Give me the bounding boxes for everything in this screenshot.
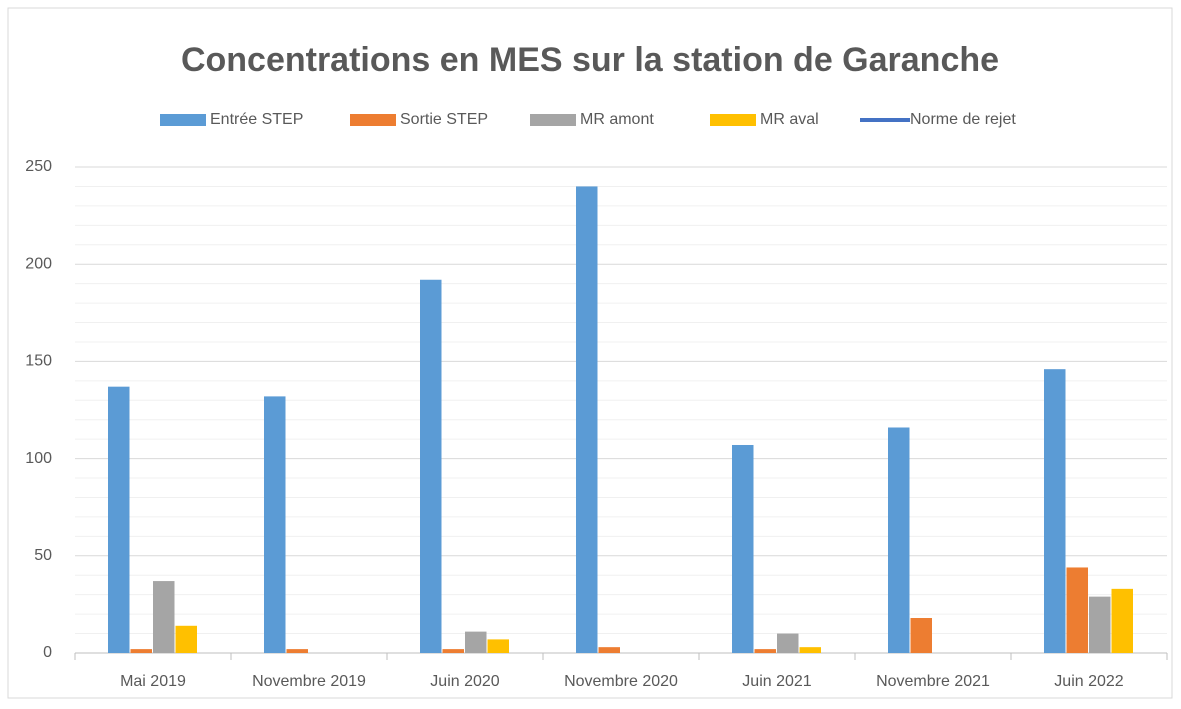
y-tick-label: 0 xyxy=(43,644,52,661)
bar xyxy=(888,427,910,653)
bar xyxy=(442,649,464,653)
chart-title: Concentrations en MES sur la station de … xyxy=(181,41,999,79)
bar xyxy=(264,396,286,653)
bar xyxy=(286,649,308,653)
x-tick-label: Novembre 2021 xyxy=(876,673,990,690)
x-tick-label: Novembre 2020 xyxy=(564,673,678,690)
bar xyxy=(465,631,487,653)
bar xyxy=(754,649,776,653)
legend-swatch xyxy=(160,114,206,126)
legend-label: Norme de rejet xyxy=(910,111,1016,128)
y-tick-label: 250 xyxy=(25,158,52,175)
bar xyxy=(1111,588,1133,653)
x-tick-label: Novembre 2019 xyxy=(252,673,366,690)
legend-label: Sortie STEP xyxy=(400,111,488,128)
bar xyxy=(777,633,799,653)
bar xyxy=(130,649,152,653)
legend-swatch xyxy=(710,114,756,126)
bar xyxy=(1044,369,1066,653)
bar xyxy=(576,186,598,653)
bar xyxy=(732,444,754,653)
y-tick-label: 200 xyxy=(25,255,52,272)
legend-label: Entrée STEP xyxy=(210,111,303,128)
bar xyxy=(175,625,197,653)
x-tick-label: Mai 2019 xyxy=(120,673,186,690)
bar xyxy=(108,386,130,653)
bar xyxy=(598,647,620,653)
y-tick-label: 100 xyxy=(25,450,52,467)
legend-swatch xyxy=(350,114,396,126)
x-tick-label: Juin 2021 xyxy=(742,673,811,690)
y-tick-label: 50 xyxy=(34,547,52,564)
bar xyxy=(153,581,175,653)
y-tick-label: 150 xyxy=(25,353,52,370)
x-tick-label: Juin 2022 xyxy=(1054,673,1123,690)
bar xyxy=(420,279,442,653)
x-tick-label: Juin 2020 xyxy=(430,673,499,690)
legend-swatch xyxy=(530,114,576,126)
bar xyxy=(1089,596,1111,653)
legend-label: MR aval xyxy=(760,111,819,128)
bar xyxy=(910,618,932,653)
bar xyxy=(1066,567,1088,653)
bar xyxy=(487,639,509,653)
legend-label: MR amont xyxy=(580,111,654,128)
bar xyxy=(799,647,821,653)
